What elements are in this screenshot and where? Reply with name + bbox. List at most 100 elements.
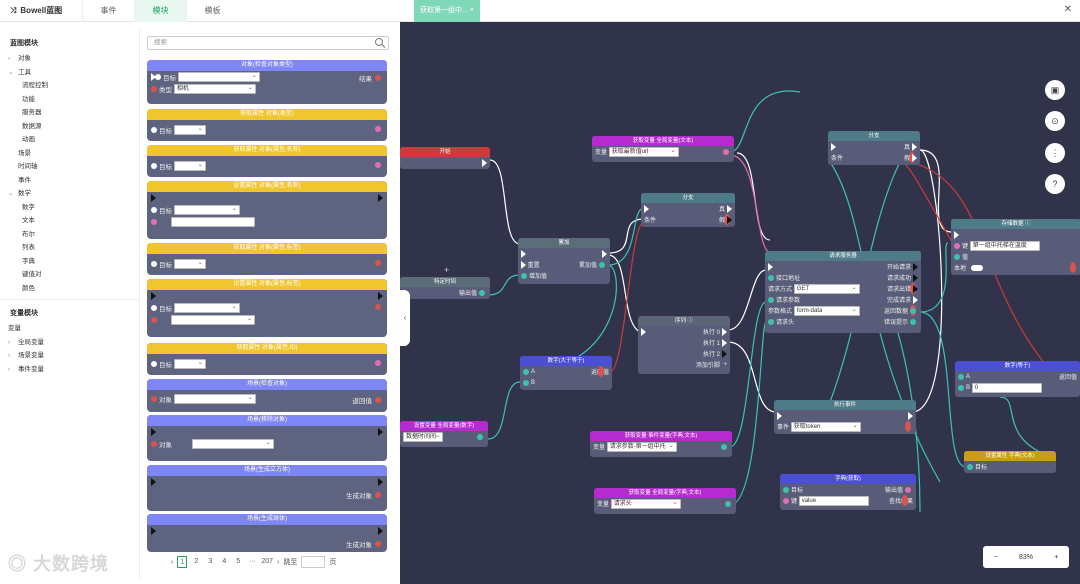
shuffle-icon: ⤨ — [10, 5, 17, 15]
help-icon[interactable]: ? — [1045, 174, 1065, 194]
block-title: 获取属性 对象(属性,标签) — [147, 243, 387, 254]
tab-modules[interactable]: 模块 — [134, 0, 186, 22]
goto-page-input[interactable] — [301, 556, 326, 568]
canvas-tabbar: 获取第一组中... × ✕ — [400, 0, 1080, 22]
tree-item[interactable]: 文本 — [22, 217, 35, 224]
node-store-data[interactable]: 存储数据 ⓘ 键 第一组中托梯在温度 值 本地 — [951, 219, 1080, 275]
canvas-tab[interactable]: 获取第一组中... × — [414, 0, 480, 22]
watermark: ◎ 大数跨境 — [8, 554, 110, 574]
node-dict-get[interactable]: 字典(获取) 目标 输出值 键 value 查找结果 — [780, 474, 916, 510]
tree-item[interactable]: 数字 — [22, 203, 35, 211]
page-number[interactable]: 1 — [177, 556, 188, 568]
node-set-attr-dict[interactable]: 设置属性 字典(文本) 目标 — [964, 451, 1056, 473]
node-exec-event[interactable]: 执行事件 事件 获取token — [774, 400, 916, 434]
tab-events[interactable]: 事件 — [82, 0, 134, 22]
block-set-tag[interactable]: 设置属性 对象(属性,标签) 目标 — [147, 279, 387, 337]
focus-icon[interactable]: ⊙ — [1045, 111, 1065, 131]
tab-templates[interactable]: 模板 — [186, 0, 238, 22]
tree-item[interactable]: 键值对 — [22, 271, 42, 278]
node-accumulate[interactable]: 累加 重置 累加值 增加值 — [518, 238, 610, 284]
tree-item[interactable]: 功能 — [22, 95, 35, 103]
block-get-name[interactable]: 获取属性 对象(属性,名称) 目标 — [147, 145, 387, 177]
node-get-event-var-dict[interactable]: 获取变量 事件变量(字典,文本) 变量 请求参数-第一组中托 — [590, 431, 732, 457]
close-icon[interactable]: ✕ — [1063, 4, 1072, 15]
block-get-tag[interactable]: 获取属性 对象(属性,标签) 目标 — [147, 243, 387, 275]
node-fixed-time[interactable]: 特定时间 输出值 — [400, 277, 490, 299]
block-scene-cube[interactable]: 场景(生成立方体) 生成对象 — [147, 465, 387, 511]
tree-item[interactable]: › 对象 — [8, 55, 31, 62]
block-title: 获取属性 对象(类型) — [147, 109, 387, 120]
block-scene-remove[interactable]: 场景(移除对象) 对象 — [147, 415, 387, 461]
node-set-global-number[interactable]: 设置变量 全局变量(数字) 数据时间间 — [400, 421, 488, 447]
next-page-icon[interactable]: › — [277, 558, 280, 566]
node-branch-2[interactable]: 分支 真 条件假 — [828, 131, 920, 165]
module-tree: 蓝图模块 › 对象 ⌄ 工具 流程控制 功能 服务器 数据源 动画 场景 时间轴 事件 ⌄ 数学 数字 文本布… — [0, 30, 140, 580]
page-number[interactable]: 4 — [222, 558, 227, 565]
block-scene-sphere[interactable]: 场景(生成球体) 生成对象 — [147, 514, 387, 552]
variable-section-title: 变量模块 — [10, 310, 38, 317]
node-get-global-dict[interactable]: 获取变量 全局变量(字典,文本) 变量 请求头 — [594, 488, 736, 514]
search-icon[interactable] — [375, 38, 383, 46]
block-title: 场景(生成球体) — [147, 514, 387, 525]
block-title: 场景(检查对象) — [147, 379, 387, 390]
block-set-name[interactable]: 设置属性 对象(属性,名称) 目标 — [147, 181, 387, 239]
block-scene-check[interactable]: 场景(检查对象) 对象 返回值 — [147, 379, 387, 412]
block-get-type[interactable]: 获取属性 对象(类型) 目标 — [147, 109, 387, 141]
tree-item[interactable]: 服务器 — [22, 109, 42, 116]
prev-page-icon[interactable]: ‹ — [171, 558, 174, 566]
more-icon[interactable]: ⋮ — [1045, 143, 1065, 163]
node-branch-1[interactable]: 分支 真 条件假 — [641, 193, 735, 227]
pagination: ‹ 1 2 3 4 5 ··· 207 › 跳至 页 — [171, 556, 336, 568]
blueprint-canvas[interactable]: 开始 特定时间 输出值 + 累加 重置 累加值 增加值 获取变量 全局变量(文本)… — [400, 22, 1080, 584]
top-bar: ⤨ Bowell蓝图 事件 模块 模板 — [0, 0, 400, 22]
tree-item[interactable]: 列表 — [22, 244, 35, 251]
block-title: 场景(移除对象) — [147, 415, 387, 426]
add-icon[interactable]: + — [444, 265, 450, 275]
page-number[interactable]: 2 — [194, 558, 199, 565]
page-number[interactable]: 5 — [236, 558, 241, 565]
tree-item[interactable]: 时间轴 — [18, 163, 38, 170]
node-sequence[interactable]: 序列 ⓘ 执行 0 执行 1 执行 2 添加引脚 + — [638, 316, 730, 374]
wires — [487, 90, 1061, 513]
var-tree-item[interactable]: › 事件变量 — [8, 365, 44, 373]
page-number[interactable]: 207 — [261, 558, 274, 565]
page-number[interactable]: ··· — [248, 558, 256, 565]
tree-item[interactable]: 动画 — [22, 136, 35, 143]
tree-item[interactable]: 事件 — [18, 176, 31, 184]
local-toggle[interactable] — [971, 264, 984, 271]
tree-item[interactable]: ⌄ 数学 — [8, 190, 31, 197]
block-palette: 搜索 对象(检查对象类型) 目标 结果 类型 相机 获取属性 对象(类型) 目标… — [143, 30, 393, 580]
tree-item[interactable]: 布尔 — [22, 230, 35, 238]
tree-item[interactable]: 颜色 — [22, 284, 35, 292]
tree-item[interactable]: ⌄ 工具 — [8, 68, 31, 76]
zoom-level: 83% — [1018, 553, 1033, 561]
zoom-in-button[interactable]: + — [1054, 553, 1059, 561]
var-tree-item[interactable]: › 场景变量 — [8, 352, 44, 359]
goto-label: 跳至 — [283, 559, 298, 566]
page-number[interactable]: 3 — [208, 558, 213, 565]
block-title: 获取属性 对象(属性,名称) — [147, 145, 387, 156]
block-title: 场景(生成立方体) — [147, 465, 387, 476]
zoom-out-button[interactable]: − — [993, 553, 998, 561]
search-input[interactable]: 搜索 — [147, 36, 389, 50]
var-root[interactable]: 变量 — [8, 325, 21, 332]
block-get-id[interactable]: 获取属性 对象(属性,ID) 目标 — [147, 343, 387, 375]
var-tree-item[interactable]: › 全局变量 — [8, 338, 44, 346]
node-get-global-var-text[interactable]: 获取变量 全局变量(文本) 变量 获取最新值url — [592, 136, 734, 162]
block-title: 设置属性 对象(属性,名称) — [147, 181, 387, 192]
tree-item[interactable]: 字典 — [22, 257, 35, 265]
brand-title: Bowell蓝图 — [20, 6, 63, 15]
block-object-check-type[interactable]: 对象(检查对象类型) 目标 结果 类型 相机 — [147, 60, 387, 104]
collapse-panel-button[interactable]: ‹ — [400, 290, 410, 346]
tree-item[interactable]: 数据源 — [22, 122, 42, 130]
node-start[interactable]: 开始 — [400, 147, 490, 169]
block-title: 对象(检查对象类型) — [147, 60, 387, 71]
tree-item[interactable]: 流程控制 — [22, 82, 48, 89]
brand: ⤨ Bowell蓝图 — [0, 5, 82, 16]
node-number-eq[interactable]: 数字(等于) A 返回值 B 0 — [955, 361, 1080, 397]
layout-icon[interactable]: ▣ — [1045, 80, 1065, 100]
block-title: 获取属性 对象(属性,ID) — [147, 343, 387, 354]
tree-item[interactable]: 场景 — [18, 149, 31, 157]
